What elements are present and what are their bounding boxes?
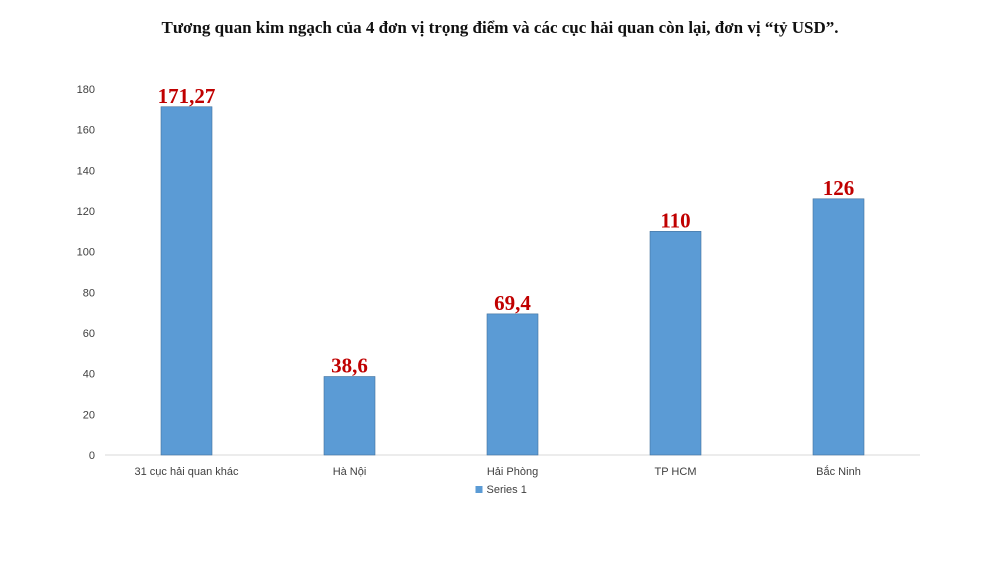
category-label: 31 cục hải quan khác — [135, 466, 239, 478]
y-tick-label: 80 — [83, 287, 95, 299]
bar — [649, 231, 702, 456]
y-axis: 0 20 40 60 80 100 120 140 160 180 — [77, 84, 95, 462]
category-label: Hải Phòng — [487, 466, 538, 478]
y-tick-label: 120 — [77, 206, 95, 218]
category-label: Hà Nội — [333, 466, 367, 478]
bar — [323, 376, 376, 456]
y-tick-label: 20 — [83, 409, 95, 421]
y-tick-label: 40 — [83, 369, 95, 381]
bar — [160, 106, 213, 456]
category-label: TP HCM — [655, 466, 697, 478]
legend-swatch — [475, 486, 483, 493]
bar — [486, 313, 539, 456]
bar — [812, 198, 865, 456]
y-tick-label: 140 — [77, 165, 95, 177]
data-label: 126 — [823, 176, 855, 200]
legend: Series 1 — [475, 484, 527, 496]
category-labels-group: 31 cục hải quan khác Hà Nội Hải Phòng TP HC… — [135, 465, 861, 478]
y-tick-label: 60 — [83, 328, 95, 340]
y-tick-label: 100 — [77, 247, 95, 259]
data-label: 110 — [660, 208, 690, 232]
bars-group — [160, 106, 865, 456]
y-tick-label: 180 — [77, 84, 95, 96]
data-label: 38,6 — [331, 354, 368, 378]
legend-label: Series 1 — [487, 484, 527, 496]
y-tick-label: 0 — [89, 450, 95, 462]
data-label: 171,27 — [158, 84, 216, 108]
y-tick-label: 160 — [77, 125, 95, 137]
data-label: 69,4 — [494, 291, 531, 315]
chart-title: Tương quan kim ngạch của 4 đơn vị trọng … — [161, 18, 839, 37]
category-label: Bắc Ninh — [816, 465, 861, 478]
data-labels-group: 171,27 38,6 69,4 110 126 — [158, 84, 855, 378]
